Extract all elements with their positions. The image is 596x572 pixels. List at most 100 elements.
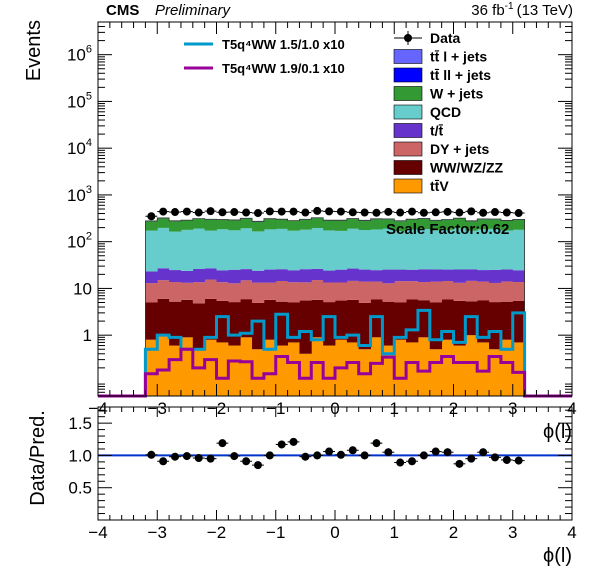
- stack-bar: [192, 349, 206, 396]
- data-point: [171, 208, 180, 217]
- stack-bar: [441, 269, 454, 282]
- y-tick-exponent: 2: [86, 231, 92, 243]
- data-point: [265, 207, 274, 216]
- ratio-point: [490, 453, 499, 462]
- stack-bar: [228, 345, 241, 396]
- stack-bar: [252, 282, 265, 303]
- signal-histograms: [98, 308, 572, 398]
- ratio-point: [242, 457, 251, 466]
- energy-label: (13 TeV): [517, 2, 573, 19]
- stack-bar: [512, 342, 525, 396]
- legend-entry-label: QCD: [430, 104, 461, 120]
- stack-bar: [512, 229, 525, 271]
- stack-bar: [406, 281, 419, 300]
- ratio-point: [182, 452, 191, 461]
- stack-bar: [335, 269, 348, 283]
- ratio-x-tick-label: 1: [390, 523, 399, 542]
- stack-bar: [157, 218, 170, 228]
- stack-bar: [204, 339, 217, 396]
- stack-bar: [323, 302, 336, 346]
- data-point: [194, 208, 203, 217]
- stack-bar: [370, 270, 383, 282]
- stack-bar: [311, 268, 324, 281]
- stack-bar: [228, 269, 241, 284]
- legend-entry-label: tt̄ ll + jets: [430, 67, 491, 83]
- stack-bar: [417, 269, 431, 283]
- ratio-point: [265, 451, 274, 460]
- stack-bar: [394, 221, 407, 232]
- lumi-value: 36 fb: [471, 2, 504, 19]
- stack-bar: [489, 282, 502, 303]
- stack-bar: [228, 302, 241, 346]
- stack-bar: [489, 219, 502, 229]
- data-point: [467, 207, 476, 216]
- stack-bar: [145, 271, 158, 284]
- stack-bar: [252, 231, 265, 271]
- legend-swatch: [393, 141, 423, 157]
- stack-bar: [512, 300, 525, 343]
- legend-entry-label: t/t̄: [430, 122, 444, 138]
- ratio-point: [218, 439, 227, 448]
- legend-entry-label: tt̄ l + jets: [430, 48, 487, 64]
- stack-bar: [477, 281, 490, 301]
- stack-bar: [145, 302, 158, 340]
- stack-bar: [477, 270, 490, 282]
- stack-bar: [252, 270, 265, 283]
- stack-bar: [358, 230, 371, 270]
- stack-bar: [429, 230, 443, 270]
- stack-bar: [394, 302, 407, 340]
- ratio-x-tick-label: 3: [508, 523, 517, 542]
- ratio-point: [502, 455, 511, 464]
- stack-bar: [299, 269, 312, 283]
- data-point: [502, 208, 511, 217]
- ratio-point: [277, 440, 286, 449]
- ratio-point: [467, 454, 476, 463]
- stack-bar: [169, 301, 182, 346]
- data-point: [301, 208, 310, 217]
- stacked-histogram: [145, 217, 525, 396]
- stack-bar: [429, 302, 443, 350]
- data-point: [289, 207, 298, 216]
- stack-bar: [204, 219, 217, 231]
- stack-bar: [240, 337, 253, 396]
- ratio-point: [313, 451, 322, 460]
- stack-bar: [465, 230, 478, 270]
- stack-bar: [382, 301, 395, 346]
- stack-bar: [311, 299, 324, 338]
- y-tick-exponent: 6: [86, 44, 92, 56]
- data-point: [159, 207, 168, 216]
- stack-bar: [489, 228, 502, 270]
- stack-bar: [157, 280, 170, 299]
- ratio-points: [98, 437, 572, 470]
- stack-bar: [335, 300, 348, 340]
- y-tick-base: 10: [67, 233, 86, 252]
- y-tick-exponent: 4: [86, 137, 92, 149]
- stack-bar: [441, 281, 454, 300]
- stack-bar: [323, 345, 336, 396]
- stack-bar: [204, 298, 217, 340]
- stack-bar: [216, 300, 229, 343]
- stack-bar: [228, 283, 241, 303]
- stack-bar: [500, 220, 514, 231]
- legend-entry-label: Data: [430, 30, 461, 46]
- stack-bar: [192, 282, 206, 304]
- stack-bar: [417, 229, 431, 270]
- stack-bar: [477, 342, 490, 396]
- data-points: [145, 206, 525, 221]
- stack-bar: [441, 339, 454, 396]
- stack-bar: [335, 220, 348, 231]
- stack-bar: [145, 339, 158, 396]
- y-tick-label: 106: [67, 44, 92, 65]
- stack-bar: [192, 218, 206, 229]
- stack-bar: [382, 269, 395, 284]
- stack-bar: [323, 282, 336, 303]
- ratio-point: [372, 439, 381, 448]
- data-point: [218, 208, 227, 217]
- stack-bar: [204, 230, 217, 269]
- y-tick-exponent: 3: [86, 184, 92, 196]
- stack-bar: [157, 298, 170, 336]
- data-point: [443, 207, 452, 216]
- stack-bar: [429, 349, 443, 396]
- ratio-point: [443, 448, 452, 457]
- legend-signal-label: T5q⁴WW 1.9/0.1 x10: [222, 61, 345, 76]
